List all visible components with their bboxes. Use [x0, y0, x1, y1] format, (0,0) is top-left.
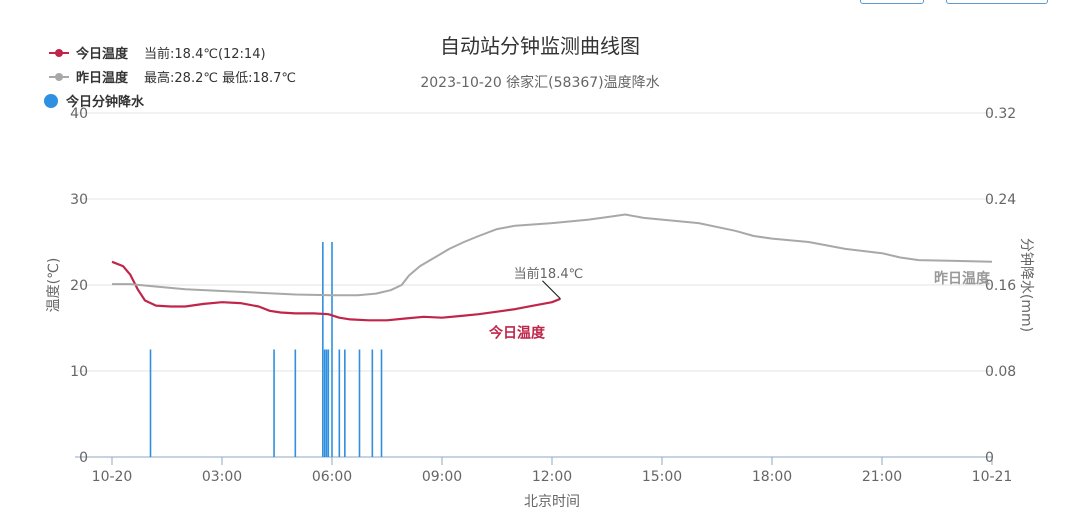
series-line-today	[111, 260, 561, 322]
x-tick-label: 03:00	[202, 469, 242, 485]
series-line-yesterday	[112, 213, 993, 297]
legend-label: 今日温度	[76, 47, 129, 62]
x-tick-label: 09:00	[422, 469, 462, 485]
y-right-tick-label: 0.16	[985, 278, 1016, 294]
y-right-axis-title: 分钟降水(mm)	[1018, 238, 1035, 332]
series-end-label: 昨日温度	[934, 270, 991, 287]
series-end-label: 今日温度	[488, 325, 546, 342]
chart-title: 自动站分钟监测曲线图	[440, 34, 640, 58]
y-right-tick-label: 0.08	[985, 364, 1016, 380]
chart-subtitle: 2023-10-20 徐家汇(58367)温度降水	[420, 75, 660, 91]
y-left-axis-title: 温度(℃)	[46, 258, 62, 313]
legend-item-today-temp[interactable]: 今日温度 当前:18.4℃(12:14)	[48, 43, 266, 62]
y-left-tick-label: 20	[70, 278, 88, 294]
y-left-tick-label: 40	[70, 106, 88, 122]
annotation-label: 当前18.4℃	[514, 266, 584, 282]
line-marker-icon	[49, 72, 69, 81]
x-tick-label: 21:00	[862, 469, 902, 485]
circle-marker-icon	[44, 93, 58, 108]
y-left-tick-label: 0	[79, 450, 88, 466]
legend-label: 今日分钟降水	[66, 95, 145, 110]
x-tick-label: 12:00	[532, 469, 572, 485]
y-right-tick-label: 0.24	[985, 192, 1016, 208]
line-marker-icon	[49, 48, 69, 57]
y-left-tick-label: 10	[70, 364, 88, 380]
legend-item-precip[interactable]: 今日分钟降水	[44, 91, 160, 110]
legend-info: 当前:18.4℃(12:14)	[144, 47, 266, 62]
toolbar-button-1[interactable]	[860, 0, 924, 4]
x-tick-label: 18:00	[752, 469, 792, 485]
legend-label: 昨日温度	[76, 71, 129, 86]
x-tick-label: 15:00	[642, 469, 682, 485]
y-left-tick-label: 30	[70, 192, 88, 208]
x-tick-label: 06:00	[312, 469, 352, 485]
x-axis-title: 北京时间	[524, 494, 580, 510]
legend-info: 最高:28.2℃ 最低:18.7℃	[144, 71, 296, 86]
toolbar-button-2[interactable]	[946, 0, 1048, 4]
legend-item-yesterday-temp[interactable]: 昨日温度 最高:28.2℃ 最低:18.7℃	[48, 67, 296, 86]
annotation-pointer	[542, 280, 561, 300]
y-right-tick-label: 0	[985, 450, 994, 466]
x-tick-label: 10-21	[972, 469, 1013, 485]
x-tick-label: 10-20	[92, 469, 133, 485]
y-right-tick-label: 0.32	[985, 106, 1016, 122]
